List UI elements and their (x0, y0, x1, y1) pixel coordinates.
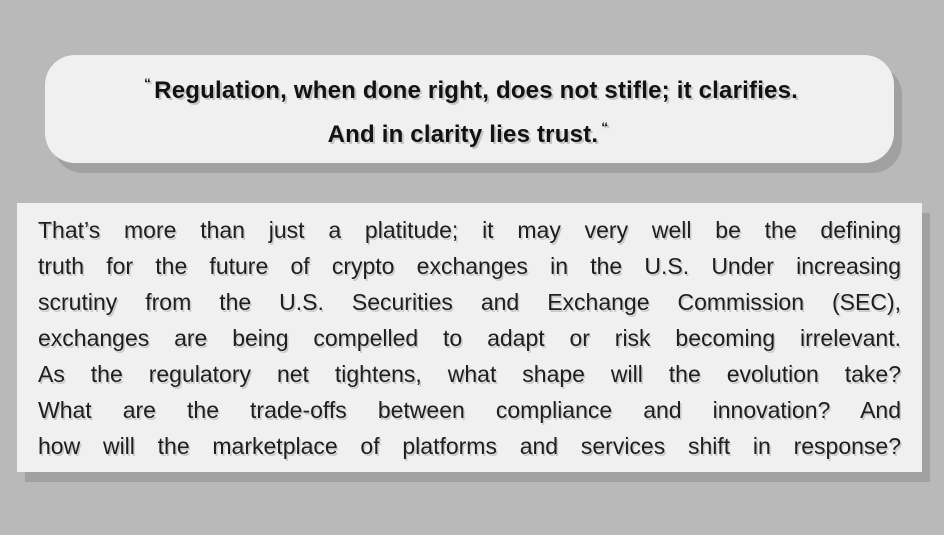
paragraph-line: truth for the future of crypto exchanges… (38, 253, 901, 279)
paragraph-card: That’s more than just a platitude; it ma… (17, 203, 922, 472)
opening-quote-mark: “ (143, 75, 152, 91)
paragraph-line: scrutiny from the U.S. Securities and Ex… (38, 289, 901, 315)
quote-line-1-text: Regulation, when done right, does not st… (154, 77, 799, 104)
paragraph-line: As the regulatory net tightens, what sha… (38, 361, 901, 387)
paragraph-line: What are the trade-offs between complian… (38, 397, 901, 423)
quote-line-2: And in clarity lies trust. “ (141, 109, 798, 153)
closing-quote-mark: “ (601, 119, 609, 135)
paragraph-line: how will the marketplace of platforms an… (38, 433, 901, 459)
quote-line-2-text: And in clarity lies trust. (327, 121, 599, 148)
quote-text: “Regulation, when done right, does not s… (141, 65, 798, 153)
paragraph-line: That’s more than just a platitude; it ma… (38, 217, 901, 243)
quote-line-1: “Regulation, when done right, does not s… (141, 65, 798, 109)
quote-card: “Regulation, when done right, does not s… (45, 55, 894, 163)
paragraph-line: exchanges are being compelled to adapt o… (38, 325, 901, 351)
